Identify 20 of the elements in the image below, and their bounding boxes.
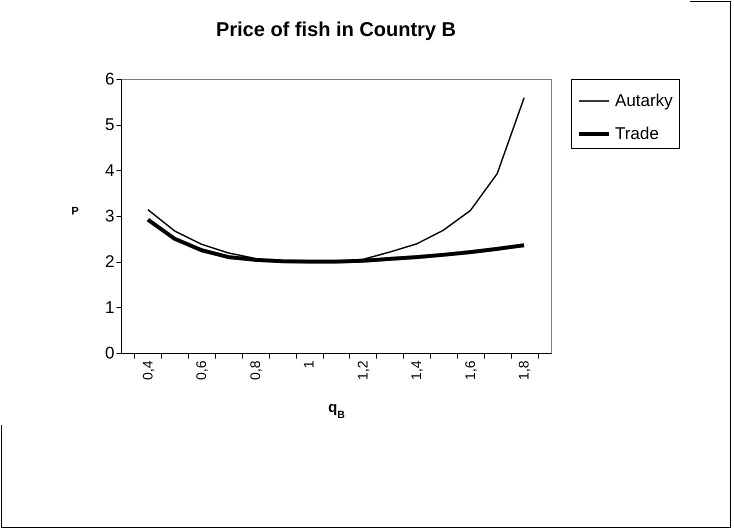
y-tick-label: 0 bbox=[105, 344, 114, 362]
y-tick-label: 1 bbox=[105, 298, 114, 317]
x-tick-label: 1,6 bbox=[462, 360, 478, 380]
y-axis-title: P bbox=[71, 206, 79, 218]
y-tick-label: 3 bbox=[105, 206, 114, 226]
x-tick-label: 1 bbox=[300, 360, 317, 368]
x-tick-label: 0,8 bbox=[246, 360, 263, 380]
x-tick-label: 0,4 bbox=[139, 360, 156, 380]
x-axis-title: q$_{B}$ bbox=[328, 398, 346, 421]
y-tick-label: 6 bbox=[105, 70, 114, 88]
x-tick-label: 0,6 bbox=[193, 360, 210, 380]
x-tick-label: 1,4 bbox=[408, 360, 424, 380]
y-tick-label: 4 bbox=[105, 160, 114, 180]
y-tick-label: 2 bbox=[105, 252, 114, 272]
y-tick-label: 5 bbox=[105, 115, 114, 134]
legend-label: Trade bbox=[615, 124, 659, 143]
legend-label: Autarky bbox=[615, 91, 674, 110]
x-tick-label: 1,2 bbox=[354, 360, 370, 380]
x-tick-label: 1,8 bbox=[516, 360, 532, 380]
chart-title: Price of fish in Country B bbox=[216, 19, 456, 41]
